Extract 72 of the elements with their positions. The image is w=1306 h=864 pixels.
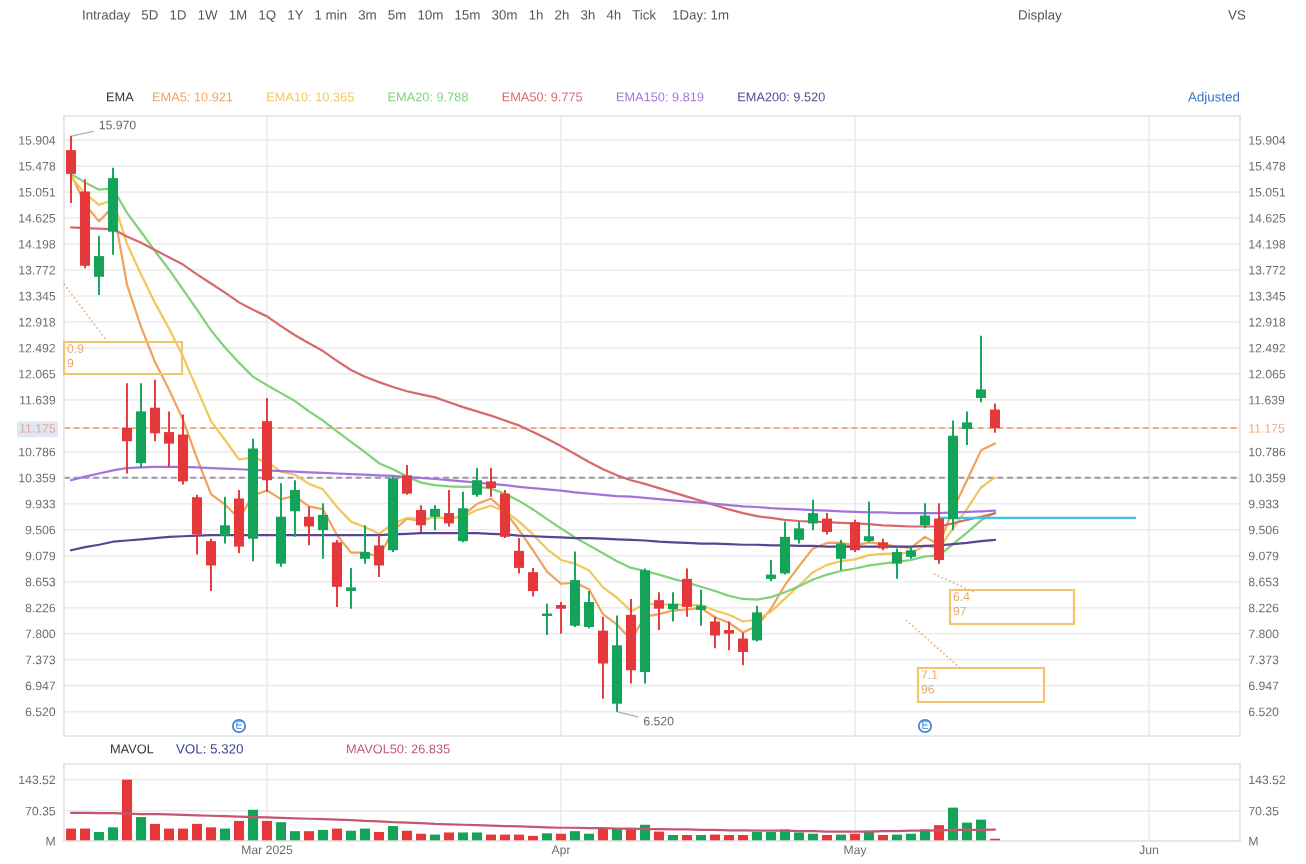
- candlestick: [359, 524, 371, 565]
- candlestick: [695, 588, 707, 627]
- candlestick: [765, 559, 777, 583]
- candlestick: [499, 488, 511, 540]
- candlestick: [163, 410, 175, 468]
- candlestick: [989, 402, 1001, 434]
- candlestick: [919, 502, 931, 530]
- candlestick: [807, 498, 819, 532]
- candlestick: [513, 537, 525, 575]
- candlestick: [415, 504, 427, 533]
- candlestick: [429, 504, 441, 532]
- bar: [205, 827, 217, 841]
- bar: [443, 832, 455, 841]
- bar: [541, 833, 553, 841]
- bar: [261, 820, 273, 841]
- candlestick: [849, 518, 861, 554]
- candlestick: [205, 537, 217, 593]
- candlestick: [835, 538, 847, 572]
- candlestick: [961, 410, 973, 446]
- candlestick: [331, 538, 343, 608]
- candlestick: [443, 488, 455, 528]
- bar: [233, 820, 245, 841]
- bar: [107, 827, 119, 841]
- candlestick: [149, 378, 161, 443]
- candlestick: [373, 533, 385, 579]
- candlestick: [821, 512, 833, 536]
- bar: [387, 826, 399, 841]
- candlestick: [667, 591, 679, 623]
- bar: [471, 832, 483, 841]
- candlestick: [793, 520, 805, 545]
- bar: [135, 817, 147, 841]
- candlestick: [737, 631, 749, 667]
- candlestick: [933, 502, 945, 565]
- candlestick: [191, 493, 203, 556]
- candlestick: [219, 495, 231, 545]
- candlestick: [177, 413, 189, 486]
- candlestick: [471, 467, 483, 498]
- candlestick: [779, 520, 791, 576]
- candlestick: [583, 590, 595, 630]
- candlestick: [527, 566, 539, 598]
- candlestick: [555, 601, 567, 635]
- candlestick: [891, 547, 903, 580]
- bar: [457, 832, 469, 841]
- candlestick: [317, 502, 329, 560]
- candlestick: [863, 500, 875, 544]
- candlestick: [401, 464, 413, 496]
- candlestick: [681, 567, 693, 618]
- candlestick: [93, 235, 105, 297]
- candlestick: [121, 382, 133, 475]
- bar: [191, 823, 203, 841]
- candlestick: [569, 550, 581, 628]
- line-series: [69, 811, 997, 833]
- candlestick: [345, 566, 357, 610]
- bar: [289, 831, 301, 841]
- candlestick: [275, 482, 287, 568]
- candlestick: [597, 615, 609, 700]
- bar: [121, 779, 133, 841]
- candlestick: [303, 505, 315, 547]
- candlestick: [653, 591, 665, 631]
- candlestick: [975, 334, 987, 404]
- bar: [149, 823, 161, 841]
- bar: [569, 831, 581, 841]
- bar: [303, 831, 315, 841]
- candlestick: [751, 604, 763, 643]
- bar: [793, 832, 805, 841]
- candlestick: [709, 615, 721, 650]
- candlestick: [723, 620, 735, 652]
- bar: [275, 822, 287, 841]
- candlestick: [289, 479, 301, 538]
- candlestick: [65, 135, 77, 205]
- candlestick: [485, 467, 497, 498]
- candlestick: [457, 490, 469, 544]
